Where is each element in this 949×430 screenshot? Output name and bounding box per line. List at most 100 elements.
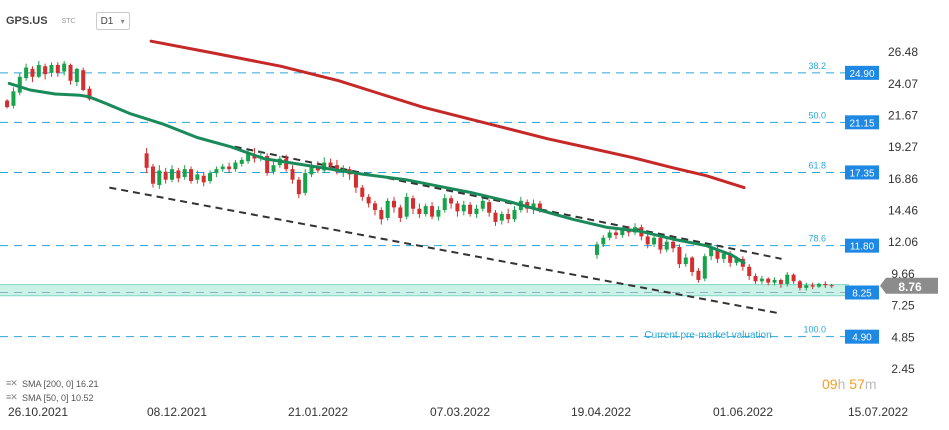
candle-body [702, 256, 707, 279]
candle-body [721, 253, 726, 259]
candle-body [436, 210, 441, 217]
candle-body [620, 229, 625, 236]
current-price-badge-bg [880, 277, 938, 294]
candle-body [43, 66, 48, 75]
candle-body [366, 196, 371, 204]
candle-body [163, 171, 168, 180]
candle-body [537, 203, 542, 209]
fib-label: 61.8 [808, 160, 826, 170]
candle-body [759, 278, 764, 282]
candle-body [360, 187, 365, 197]
timeframe-value: D1 [100, 15, 114, 27]
candle-body [334, 165, 339, 172]
candle-body [671, 241, 676, 249]
candle-body [195, 174, 200, 180]
fib-value-badge: 11.80 [850, 242, 875, 253]
candle-body [157, 170, 162, 185]
candle-body [227, 166, 232, 170]
y-tick-label: 2.45 [891, 362, 915, 376]
candle-body [778, 279, 783, 284]
candle-body [379, 210, 384, 220]
candle-countdown: 09h 57m [822, 376, 877, 392]
candle-body [449, 198, 454, 204]
candle-body [303, 173, 308, 193]
legend-sma200[interactable]: ≡✕ SMA [200, 0] 16.21 [6, 378, 99, 389]
y-tick-label: 7.25 [891, 299, 915, 313]
chevron-down-icon: ▾ [120, 16, 125, 26]
countdown-hours: 09 [822, 376, 838, 392]
y-tick-label: 9.66 [891, 267, 915, 281]
candle-body [17, 76, 22, 93]
legend-sma50[interactable]: ≡✕ SMA [50, 0] 10.52 [6, 392, 94, 403]
candle-body [506, 213, 511, 220]
candle-body [182, 169, 187, 178]
candle-body [804, 285, 809, 288]
timeframe-select[interactable]: D1 ▾ [95, 12, 130, 30]
fib-label: 100.0 [803, 325, 826, 335]
candle-body [645, 236, 650, 245]
candle-body [829, 285, 834, 287]
candle-body [696, 270, 701, 280]
candle-body [372, 203, 377, 211]
chart-header: GPS.US STC D1 ▾ [6, 11, 130, 31]
candle-body [201, 175, 206, 183]
current-price-badge: 8.76 [898, 280, 922, 294]
settings-close-icon[interactable]: ≡✕ [6, 378, 18, 388]
instrument-type-tag: STC [61, 17, 76, 25]
fib-value-badge: 21.15 [849, 118, 874, 129]
y-tick-label: 21.67 [888, 108, 918, 122]
candle-body [11, 91, 16, 106]
candle-body [823, 283, 828, 286]
candle-body [411, 198, 416, 209]
fib-value-badge: 24.90 [849, 69, 874, 80]
x-tick-label: 19.04.2022 [571, 405, 631, 419]
premarket-badge-bg [845, 285, 879, 300]
candle-body [512, 210, 517, 220]
y-tick-label: 19.27 [888, 140, 918, 154]
candle-body [594, 244, 599, 255]
legend-sma50-text: SMA [50, 0] 10.52 [22, 392, 94, 403]
fib-label: 38.2 [808, 61, 826, 71]
candle-body [81, 70, 86, 90]
y-tick-label: 26.48 [888, 45, 918, 59]
candle-body [189, 169, 194, 182]
candle-body [797, 281, 802, 288]
candle-body [455, 203, 460, 212]
candle-body [810, 285, 815, 287]
candle-body [715, 249, 720, 259]
support-zone [0, 284, 849, 296]
candle-body [284, 158, 289, 170]
candle-body [785, 274, 790, 284]
candle-body [474, 208, 479, 214]
candle-body [766, 278, 771, 283]
candle-body [353, 174, 358, 188]
sma200-line [149, 39, 746, 190]
candle-body [74, 68, 79, 83]
candle-body [385, 200, 390, 218]
candle-body [607, 232, 612, 238]
fib-value-badge-bg [845, 65, 879, 80]
x-tick-label: 15.07.2022 [848, 405, 908, 419]
fib-value-badge-bg [845, 238, 879, 253]
x-tick-label: 21.01.2022 [288, 405, 348, 419]
trend-channel-line [109, 186, 778, 314]
candle-body [690, 257, 695, 273]
candle-body [233, 162, 238, 170]
countdown-minutes-unit: m [864, 376, 877, 392]
premarket-annotation: Current pre-market valuation [644, 330, 771, 341]
candle-body [62, 63, 67, 72]
candle-body [24, 67, 29, 79]
candle-body [309, 166, 314, 175]
fib-value-badge: 4.90 [852, 333, 872, 344]
candle-body [753, 275, 758, 282]
candle-body [531, 203, 536, 209]
candle-body [36, 64, 41, 77]
fib-value-badge-bg [845, 115, 879, 130]
candle-body [417, 208, 422, 214]
x-tick-label: 01.06.2022 [713, 405, 773, 419]
candle-body [30, 68, 35, 77]
sma50-line [7, 81, 746, 265]
settings-close-icon[interactable]: ≡✕ [6, 392, 18, 402]
premarket-badge: 8.25 [852, 288, 872, 299]
